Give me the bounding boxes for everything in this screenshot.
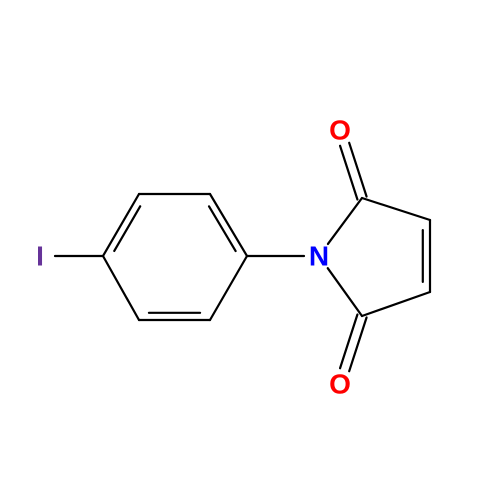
bond-line [362, 292, 430, 316]
bond-line [340, 315, 357, 369]
atom-o-label: O [329, 115, 351, 146]
atom-o-label: O [329, 369, 351, 400]
bond-line [340, 146, 357, 200]
bond-line [349, 143, 366, 197]
bond-line [328, 198, 362, 244]
molecule-canvas: I N O O [0, 0, 500, 500]
bond-line [328, 268, 362, 316]
bond-line [103, 256, 139, 320]
bonds-layer [55, 143, 430, 371]
atom-n-label: N [309, 241, 329, 272]
atom-i-label: I [36, 241, 44, 272]
bond-line [210, 194, 247, 256]
bond-line [362, 198, 430, 220]
bond-line [103, 194, 139, 256]
bond-line [349, 317, 366, 371]
bond-line [210, 256, 247, 320]
